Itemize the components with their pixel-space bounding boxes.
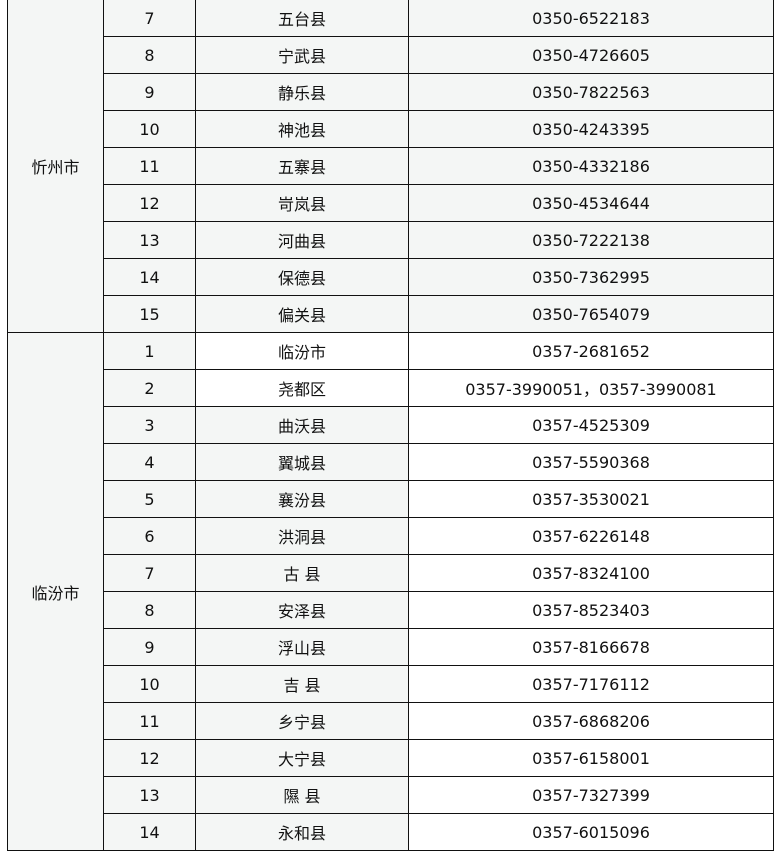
number-cell: 7: [103, 554, 196, 592]
phone-cell: 0357-6158001: [408, 739, 774, 777]
phone-cell: 0350-7654079: [408, 295, 774, 333]
phone-cell: 0350-6522183: [408, 0, 774, 37]
phone-cell: 0357-3530021: [408, 480, 774, 518]
county-cell: 静乐县: [195, 73, 409, 111]
county-cell: 临汾市: [195, 332, 409, 370]
phone-cell: 0357-3990051，0357-3990081: [408, 369, 774, 407]
county-cell: 翼城县: [195, 443, 409, 481]
county-cell: 保德县: [195, 258, 409, 296]
phone-cell: 0357-8324100: [408, 554, 774, 592]
table-row: 12 岢岚县 0350-4534644: [8, 184, 774, 222]
number-cell: 10: [103, 110, 196, 148]
table-row: 9 浮山县 0357-8166678: [8, 628, 774, 666]
phone-cell: 0350-4332186: [408, 147, 774, 185]
phone-cell: 0350-4726605: [408, 36, 774, 74]
number-cell: 9: [103, 628, 196, 666]
county-cell: 吉 县: [195, 665, 409, 703]
number-cell: 8: [103, 36, 196, 74]
county-cell: 安泽县: [195, 591, 409, 629]
phone-cell: 0357-6226148: [408, 517, 774, 555]
phone-cell: 0357-6015096: [408, 813, 774, 851]
number-cell: 7: [103, 0, 196, 37]
table-row: 12 大宁县 0357-6158001: [8, 739, 774, 777]
phone-cell: 0357-8523403: [408, 591, 774, 629]
table-row: 5 襄汾县 0357-3530021: [8, 480, 774, 518]
number-cell: 11: [103, 702, 196, 740]
table-row: 4 翼城县 0357-5590368: [8, 443, 774, 481]
city-cell: 忻州市: [7, 0, 104, 333]
number-cell: 10: [103, 665, 196, 703]
phone-cell: 0357-7327399: [408, 776, 774, 814]
table-row: 忻州市 7 五台县 0350-6522183: [7, 0, 774, 333]
table-row: 13 隰 县 0357-7327399: [8, 776, 774, 814]
county-cell: 五台县: [195, 0, 409, 37]
table-row: 11 五寨县 0350-4332186: [8, 147, 774, 185]
table-row: 8 安泽县 0357-8523403: [8, 591, 774, 629]
phone-cell: 0357-2681652: [408, 332, 774, 370]
county-cell: 洪洞县: [195, 517, 409, 555]
number-cell: 8: [103, 591, 196, 629]
table-row: 14 永和县 0357-6015096: [8, 813, 774, 851]
number-cell: 14: [103, 813, 196, 851]
county-cell: 河曲县: [195, 221, 409, 259]
table-row: 9 静乐县 0350-7822563: [8, 73, 774, 111]
table-row: 11 乡宁县 0357-6868206: [8, 702, 774, 740]
phone-cell: 0357-6868206: [408, 702, 774, 740]
county-cell: 曲沃县: [195, 406, 409, 444]
table-row: 14 保德县 0350-7362995: [8, 258, 774, 296]
county-cell: 大宁县: [195, 739, 409, 777]
table-row: 10 神池县 0350-4243395: [8, 110, 774, 148]
number-cell: 6: [103, 517, 196, 555]
county-cell: 尧都区: [195, 369, 409, 407]
number-cell: 13: [103, 221, 196, 259]
phone-cell: 0350-7822563: [408, 73, 774, 111]
phone-cell: 0350-7362995: [408, 258, 774, 296]
table-row: 3 曲沃县 0357-4525309: [8, 406, 774, 444]
number-cell: 12: [103, 184, 196, 222]
number-cell: 1: [103, 332, 196, 370]
number-cell: 4: [103, 443, 196, 481]
county-cell: 乡宁县: [195, 702, 409, 740]
table-row: 6 洪洞县 0357-6226148: [8, 517, 774, 555]
number-cell: 11: [103, 147, 196, 185]
county-cell: 五寨县: [195, 147, 409, 185]
table-row: 15 偏关县 0350-7654079: [8, 295, 774, 333]
phone-cell: 0357-5590368: [408, 443, 774, 481]
phone-cell: 0357-8166678: [408, 628, 774, 666]
phone-cell: 0350-4534644: [408, 184, 774, 222]
county-cell: 古 县: [195, 554, 409, 592]
number-cell: 15: [103, 295, 196, 333]
number-cell: 5: [103, 480, 196, 518]
phone-cell: 0357-7176112: [408, 665, 774, 703]
phone-cell: 0350-4243395: [408, 110, 774, 148]
number-cell: 14: [103, 258, 196, 296]
city-cell: 临汾市: [7, 332, 104, 851]
number-cell: 2: [103, 369, 196, 407]
number-cell: 9: [103, 73, 196, 111]
county-cell: 浮山县: [195, 628, 409, 666]
county-cell: 襄汾县: [195, 480, 409, 518]
county-cell: 神池县: [195, 110, 409, 148]
county-cell: 隰 县: [195, 776, 409, 814]
phone-cell: 0350-7222138: [408, 221, 774, 259]
number-cell: 12: [103, 739, 196, 777]
number-cell: 13: [103, 776, 196, 814]
table-row: 临汾市 1 临汾市 0357-2681652: [7, 332, 774, 851]
phone-cell: 0357-4525309: [408, 406, 774, 444]
table-row: 2 尧都区 0357-3990051，0357-3990081: [8, 369, 774, 407]
county-cell: 偏关县: [195, 295, 409, 333]
table-row: 10 吉 县 0357-7176112: [8, 665, 774, 703]
county-cell: 岢岚县: [195, 184, 409, 222]
county-cell: 宁武县: [195, 36, 409, 74]
county-cell: 永和县: [195, 813, 409, 851]
number-cell: 3: [103, 406, 196, 444]
table-row: 13 河曲县 0350-7222138: [8, 221, 774, 259]
contact-table: 忻州市 7 五台县 0350-6522183 8 宁武县 0350-4726605 9 静乐县 0…: [7, 0, 774, 851]
table-row: 8 宁武县 0350-4726605: [8, 36, 774, 74]
